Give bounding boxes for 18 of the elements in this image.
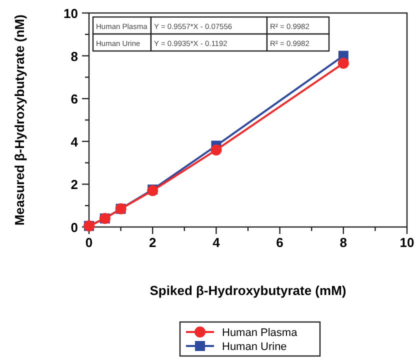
x-axis-title: Spiked β-Hydroxybutyrate (mM) bbox=[150, 283, 346, 298]
point bbox=[210, 144, 222, 156]
point bbox=[338, 58, 349, 69]
x-tick-label: 2 bbox=[148, 235, 156, 250]
legend-label: Human Plasma bbox=[222, 327, 298, 339]
x-tick-label: 0 bbox=[85, 235, 93, 250]
x-tick-label: 8 bbox=[340, 235, 348, 250]
x-tick-label: 4 bbox=[212, 235, 221, 250]
legend-label: Human Urine bbox=[222, 341, 287, 353]
y-tick-label: 2 bbox=[70, 177, 78, 192]
y-tick-label: 8 bbox=[70, 48, 78, 64]
y-tick-label: 6 bbox=[70, 92, 78, 107]
x-tick-label: 6 bbox=[276, 235, 284, 250]
x-tick-label: 10 bbox=[400, 235, 414, 250]
y-tick-label: 0 bbox=[70, 220, 78, 235]
y-tick-label: 4 bbox=[70, 134, 79, 150]
y-axis-title: Measured β-Hydroxybutyrate (nM) bbox=[12, 14, 27, 226]
y-tick-label: 10 bbox=[64, 6, 78, 21]
